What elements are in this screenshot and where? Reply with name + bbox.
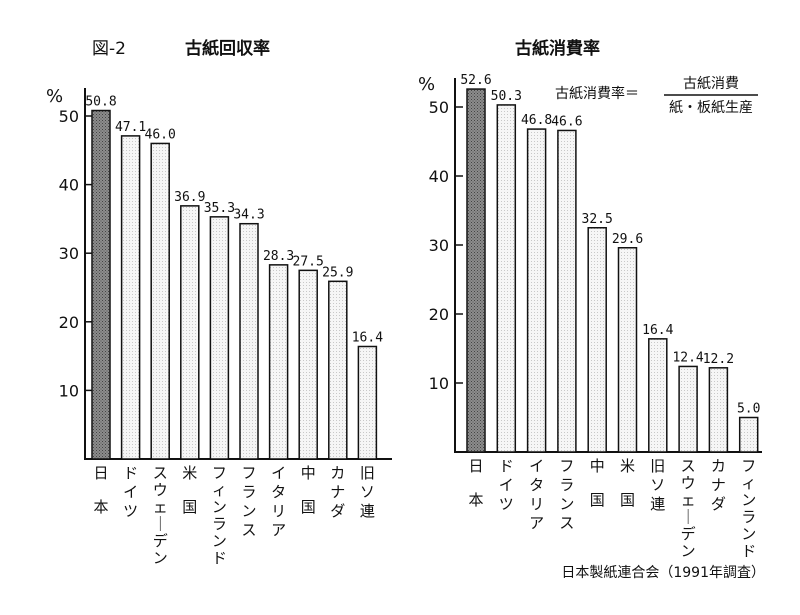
value-label: 12.4	[672, 350, 703, 365]
value-label: 46.0	[145, 127, 176, 142]
value-label: 5.0	[737, 402, 760, 417]
bar	[180, 205, 200, 460]
y-tick-label: 30	[429, 236, 449, 255]
category-label: フランス	[241, 464, 256, 539]
value-label: 16.4	[352, 330, 383, 345]
bar	[150, 142, 170, 460]
category-label: 中国	[590, 457, 605, 509]
value-label: 52.6	[460, 73, 491, 88]
value-label: 50.3	[491, 89, 522, 104]
category-label: 米国	[182, 464, 197, 516]
bar	[209, 216, 230, 460]
value-label: 12.2	[703, 352, 734, 367]
chart1-unit: %	[46, 86, 63, 107]
y-tick-label: 40	[59, 176, 79, 195]
category-label: ドイツ	[123, 464, 138, 520]
chart1-title: 古紙回収率	[185, 38, 270, 59]
value-label: 28.3	[263, 249, 294, 264]
bar	[120, 135, 141, 460]
bar	[496, 104, 517, 453]
chart2-title: 古紙消費率	[515, 38, 600, 59]
bar	[526, 128, 547, 453]
bar	[557, 129, 577, 453]
value-label: 34.3	[233, 208, 264, 223]
bar	[708, 367, 729, 453]
value-label: 16.4	[642, 323, 673, 338]
bar	[738, 416, 759, 453]
category-label: イタリア	[529, 457, 544, 532]
bar	[648, 338, 668, 453]
bar	[357, 345, 378, 460]
bar	[91, 109, 111, 460]
y-tick-label: 40	[429, 167, 449, 186]
bar	[298, 269, 318, 460]
category-label: 日本	[93, 464, 108, 516]
y-tick-label: 20	[429, 305, 449, 324]
bar	[239, 222, 259, 460]
formula-denominator: 紙・板紙生産	[669, 100, 753, 116]
y-tick-label: 10	[429, 374, 449, 393]
chart-consumption-rate: % 10 20 30 40 50 52.650.3 46.846.6 32.5 29.6 16.…	[418, 73, 762, 560]
y-tick-label: 20	[59, 313, 79, 332]
category-label: 旧ソ連	[650, 457, 665, 513]
y-tick-label: 10	[59, 381, 79, 400]
bar	[678, 365, 698, 453]
value-label: 36.9	[174, 190, 205, 205]
bar	[328, 280, 348, 460]
bar	[617, 247, 638, 453]
formula-numerator: 古紙消費	[683, 76, 739, 92]
category-label: フィンランド	[741, 457, 756, 560]
y-tick-label: 50	[429, 98, 449, 117]
category-label: フランス	[559, 457, 574, 532]
category-label: 米国	[620, 457, 635, 509]
value-label: 25.9	[322, 265, 353, 280]
formula: 古紙消費率＝ 古紙消費 紙・板紙生産	[555, 76, 758, 116]
formula-lhs: 古紙消費率＝	[555, 85, 639, 102]
y-tick-label: 30	[59, 244, 79, 263]
bar	[587, 227, 607, 453]
y-tick-label: 50	[59, 107, 79, 126]
category-label: カナダ	[711, 457, 726, 513]
value-label: 35.3	[204, 201, 235, 216]
bar	[268, 264, 289, 460]
value-label: 46.6	[551, 114, 582, 129]
chart-recovery-rate: % 10 20 30 40 50 50.8 47.146.0 36.935.334.3 28.…	[46, 86, 392, 567]
category-label: 旧ソ連	[360, 464, 375, 520]
category-label: ドイツ	[499, 457, 514, 513]
category-label: 日本	[468, 457, 483, 509]
category-label: カナダ	[330, 464, 345, 520]
value-label: 32.5	[582, 212, 613, 227]
category-label: イタリア	[271, 464, 286, 539]
category-label: 中国	[301, 464, 316, 516]
chart2-unit: %	[418, 74, 435, 95]
figure-label: 図-2	[92, 39, 126, 59]
value-label: 29.6	[612, 232, 643, 247]
category-label: スウェ｜デン	[681, 457, 696, 560]
value-label: 47.1	[115, 120, 146, 135]
category-label: フィンランド	[212, 464, 227, 567]
category-label: スウェ｜デン	[153, 464, 168, 567]
source-note: 日本製紙連合会（1991年調査）	[561, 565, 765, 581]
value-label: 50.8	[85, 95, 116, 110]
bar	[466, 88, 486, 453]
value-label: 46.8	[521, 113, 552, 128]
value-label: 27.5	[293, 254, 324, 269]
